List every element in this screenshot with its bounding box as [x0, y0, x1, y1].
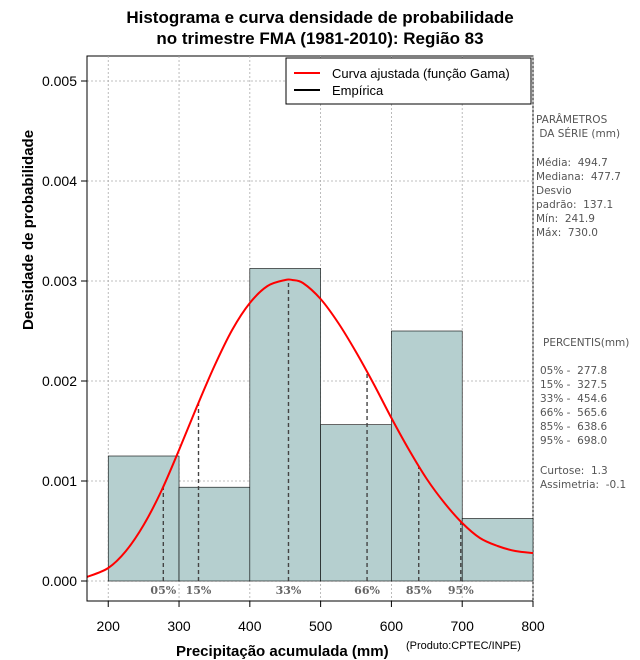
histogram-bar [461, 518, 534, 582]
y-tick-label: 0.002 [42, 373, 77, 389]
x-tick-label: 500 [309, 618, 333, 634]
chart-title: Histograma e curva densidade de probabil… [126, 8, 514, 27]
x-tick-label: 700 [451, 618, 475, 634]
chart-subtitle: no trimestre FMA (1981-2010): Região 83 [156, 29, 484, 48]
x-tick-label: 600 [380, 618, 404, 634]
legend-label-curve: Curva ajustada (função Gama) [332, 66, 510, 81]
percentile-label: 66% [354, 584, 380, 597]
percentile-label: 85% [406, 584, 432, 597]
x-tick-label: 400 [238, 618, 262, 634]
histogram-bar [178, 486, 251, 582]
x-tick-label: 300 [167, 618, 191, 634]
product-credit: (Produto:CPTEC/INPE) [406, 640, 521, 652]
legend: Curva ajustada (função Gama) Empírica [285, 57, 532, 105]
y-tick-label: 0.001 [42, 473, 77, 489]
histogram-bar [320, 424, 392, 582]
y-tick-label: 0.005 [42, 73, 77, 89]
series-params-heading: PARÂMETROS DA SÉRIE (mm) [536, 114, 621, 140]
y-tick-label: 0.003 [42, 273, 77, 289]
y-tick-label: 0.004 [42, 173, 77, 189]
percentile-label: 33% [276, 584, 302, 597]
percentiles-values: 05% - 277.8 15% - 327.5 33% - 454.6 66% … [540, 365, 608, 447]
x-axis-label: Precipitação acumulada (mm) [176, 643, 389, 660]
percentile-markers: 05% 15% 33% 66% 85% 95% [150, 280, 474, 597]
histogram-bars [107, 268, 534, 582]
percentile-label: 95% [448, 584, 474, 597]
percentile-label: 15% [186, 584, 212, 597]
percentile-label: 05% [150, 584, 176, 597]
series-params-values: Média: 494.7 Mediana: 477.7 Desvio padrã… [536, 157, 621, 239]
legend-label-empirical: Empírica [332, 83, 384, 98]
axes: 200 300 400 500 600 700 800 0.000 0.001 0.002 0.00… [42, 56, 545, 634]
x-tick-label: 200 [97, 618, 121, 634]
histogram-bar [249, 268, 321, 582]
y-axis-label: Densidade de probabilidade [20, 129, 37, 330]
y-tick-label: 0.000 [42, 573, 77, 589]
histogram-bar [391, 330, 463, 582]
percentiles-heading: PERCENTIS(mm) [543, 337, 630, 349]
gamma-fit-curve [86, 278, 534, 578]
shape-stats-values: Curtose: 1.3 Assimetria: -0.1 [540, 465, 627, 491]
legend-box [285, 57, 532, 105]
x-tick-label: 800 [521, 618, 545, 634]
